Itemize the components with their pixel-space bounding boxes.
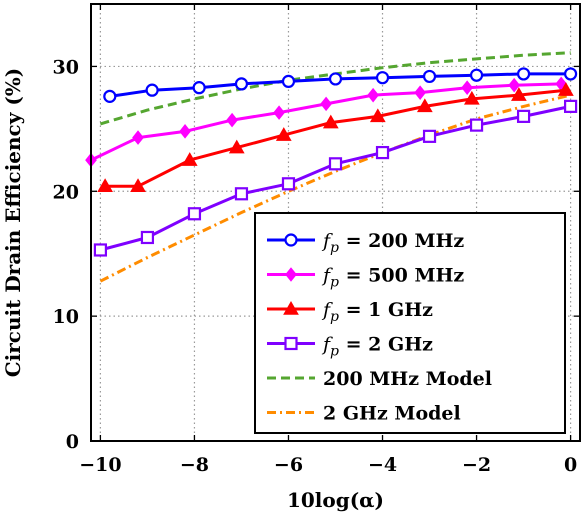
data-point — [284, 336, 298, 351]
series-layer — [85, 51, 578, 283]
series-5 — [99, 93, 571, 283]
x-tick-label: −10 — [79, 454, 121, 476]
series-2 — [97, 82, 574, 193]
data-point — [228, 139, 245, 154]
legend-entry: fp = 200 MHz — [267, 230, 464, 256]
data-point — [422, 129, 437, 143]
legend-label: fp = 500 MHz — [321, 265, 464, 291]
y-axis-label: Circuit Drain Efficiency (%) — [1, 68, 25, 378]
data-point — [187, 207, 202, 221]
x-tick-label: −2 — [462, 454, 491, 476]
y-tick-label: 20 — [53, 181, 79, 203]
plot-frame — [90, 3, 581, 442]
x-tick-label: −4 — [368, 454, 397, 476]
data-point — [179, 124, 191, 139]
legend-label: fp = 1 GHz — [321, 299, 433, 325]
x-axis-label: 10log(α) — [287, 488, 384, 512]
data-point — [469, 118, 484, 132]
y-tick-label: 0 — [66, 431, 79, 453]
data-point — [375, 71, 390, 85]
data-point — [130, 178, 146, 193]
data-point — [511, 87, 527, 101]
data-point — [284, 233, 298, 247]
data-point — [273, 105, 285, 120]
data-point — [132, 130, 144, 145]
data-point — [414, 85, 426, 100]
data-point — [192, 81, 206, 95]
data-point — [320, 96, 332, 112]
data-point — [469, 68, 484, 82]
data-point — [285, 267, 297, 282]
data-point — [563, 99, 578, 113]
legend-label: fp = 2 GHz — [321, 334, 433, 360]
data-point — [283, 300, 299, 315]
data-point — [558, 82, 574, 96]
data-point — [328, 72, 343, 86]
series-0 — [103, 67, 578, 103]
data-point — [516, 67, 531, 81]
data-point — [461, 80, 473, 95]
data-point — [322, 114, 339, 129]
data-point — [416, 98, 433, 113]
tick-layer: −10 −8 −6 −4 −2 0 0 10 20 30 — [53, 4, 580, 476]
y-tick-label: 10 — [53, 306, 79, 328]
data-point — [97, 178, 113, 193]
legend-box — [254, 212, 566, 434]
data-point — [563, 67, 578, 81]
legend: fp = 200 MHz fp = 500 MHz fp = 1 GHz fp = 2… — [254, 212, 566, 434]
legend-label: fp = 200 MHz — [321, 230, 464, 256]
data-point — [375, 145, 390, 160]
y-tick-label: 30 — [53, 56, 79, 78]
series-line — [99, 93, 571, 283]
x-tick-label: −8 — [180, 454, 209, 476]
data-point — [234, 187, 249, 201]
data-point — [516, 109, 531, 123]
legend-entry: fp = 2 GHz — [267, 334, 433, 360]
data-point — [145, 83, 159, 97]
legend-label: 200 MHz Model — [323, 368, 492, 390]
legend-entry: fp = 1 GHz — [267, 299, 433, 325]
data-point — [328, 157, 343, 171]
x-tick-label: −6 — [274, 454, 303, 476]
data-point — [226, 112, 238, 128]
data-point — [422, 69, 437, 84]
data-point — [103, 89, 117, 103]
data-point — [281, 74, 296, 89]
data-point — [463, 90, 480, 105]
data-point — [140, 230, 155, 245]
legend-label: 2 GHz Model — [323, 403, 461, 425]
data-point — [508, 77, 521, 93]
data-point — [369, 108, 386, 123]
series-3 — [93, 99, 578, 257]
legend-entry: 2 GHz Model — [267, 403, 461, 425]
legend-entry: 200 MHz Model — [267, 368, 492, 390]
legend-entry: fp = 500 MHz — [267, 265, 464, 291]
data-point — [181, 152, 198, 166]
x-tick-label: 0 — [564, 454, 577, 476]
data-point — [234, 77, 249, 91]
data-point — [275, 127, 292, 141]
data-point — [93, 243, 108, 257]
data-point — [367, 87, 379, 103]
data-point — [281, 177, 296, 191]
